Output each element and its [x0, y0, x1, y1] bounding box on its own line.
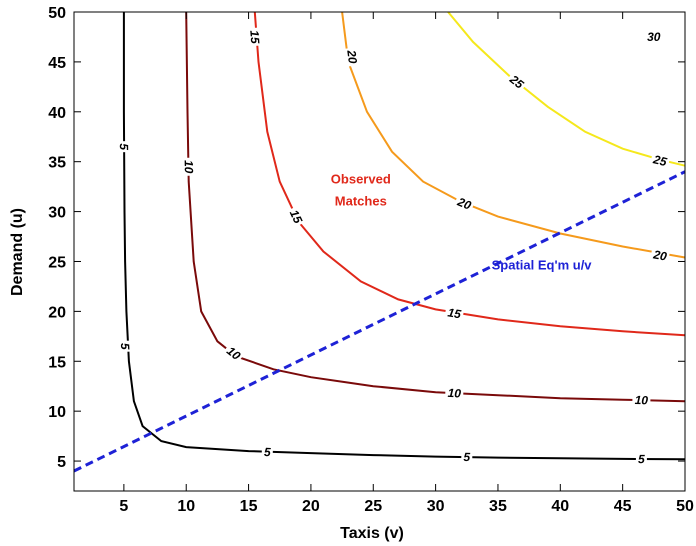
contour-label-5: 5 [463, 450, 470, 464]
annotation-text: Spatial Eq'm u/v [492, 258, 593, 273]
x-axis-label: Taxis (v) [340, 525, 404, 542]
y-tick-label: 20 [48, 304, 66, 321]
contour-label-bg [644, 29, 663, 44]
contour-label-group: 15 [444, 305, 465, 322]
x-tick-label: 5 [119, 498, 128, 515]
contour-label-bg [453, 193, 476, 214]
x-tick-label: 30 [427, 498, 445, 515]
x-tick-label: 50 [676, 498, 694, 515]
contour-label-bg [461, 450, 473, 465]
contour-label-bg [261, 444, 274, 460]
contour-label-group: 20 [453, 193, 476, 214]
contour-label-group: 10 [181, 157, 196, 176]
contour-label-15: 15 [287, 208, 305, 226]
contour-label-group: 10 [444, 385, 464, 401]
x-tick-label: 35 [489, 498, 507, 515]
contour-label-bg [116, 141, 131, 153]
contour-label-group: 5 [261, 444, 274, 460]
contour-line-15 [253, 11, 686, 337]
contour-label-20: 20 [344, 48, 360, 64]
contour-label-group: 15 [247, 27, 263, 47]
contour-label-bg [181, 157, 196, 176]
contour-label-10: 10 [447, 386, 461, 401]
x-tick-label: 45 [614, 498, 632, 515]
contour-label-15: 15 [247, 30, 262, 45]
contour-label-group: 20 [650, 247, 671, 264]
contour-label-group: 20 [344, 47, 361, 67]
y-tick-label: 45 [48, 55, 66, 72]
contour-label-20: 20 [651, 247, 668, 263]
series-lines [73, 170, 686, 473]
contour-label-group: 5 [635, 452, 647, 467]
contour-label-bg [444, 305, 465, 322]
y-tick-label: 50 [48, 5, 66, 22]
contour-label-group: 10 [632, 392, 651, 408]
y-tick-label: 5 [57, 454, 66, 471]
contour-lines [122, 11, 686, 461]
x-tick-label: 25 [364, 498, 382, 515]
contour-label-bg [649, 151, 671, 170]
contour-label-5: 5 [117, 143, 131, 150]
contour-label-bg [117, 340, 133, 353]
contour-label-bg [344, 47, 361, 67]
y-tick-label: 40 [48, 105, 66, 122]
contour-label-15: 15 [447, 305, 463, 321]
contour-label-group: 15 [285, 205, 307, 228]
contour-label-bg [222, 342, 246, 365]
contour-label-group: 25 [649, 151, 671, 170]
x-axis-ticks: 5 10 15 20 25 30 35 40 45 50 [119, 12, 694, 515]
contour-label-10: 10 [182, 160, 196, 174]
contour-label-10: 10 [635, 393, 649, 407]
x-tick-label: 10 [177, 498, 195, 515]
contour-label-30: 30 [647, 30, 661, 44]
x-tick-label: 15 [240, 498, 258, 515]
contour-label-bg [247, 27, 263, 47]
plot-background [74, 12, 685, 491]
contour-label-bg [285, 205, 307, 228]
series-line-spatial-eqm [73, 170, 686, 473]
contour-label-20: 20 [455, 194, 474, 212]
y-tick-label: 15 [48, 354, 66, 371]
annotation-text: Matches [335, 194, 387, 209]
y-axis-label: Demand (u) [9, 208, 26, 296]
y-tick-label: 35 [48, 155, 66, 172]
contour-line-5 [122, 12, 686, 461]
annotations: Observed Matches Spatial Eq'm u/v [331, 172, 593, 273]
y-axis-ticks: 5 10 15 20 25 30 35 40 45 50 [48, 5, 685, 471]
contour-label-bg [650, 247, 671, 264]
contour-label-bg [632, 392, 651, 408]
contour-label-bg [444, 385, 464, 401]
contour-label-group: 5 [117, 340, 133, 353]
y-tick-label: 25 [48, 254, 66, 271]
contour-label-group: 5 [461, 450, 473, 465]
annotation-text: Observed [331, 172, 391, 187]
contour-line-10 [185, 11, 686, 403]
contour-label-bg [635, 452, 647, 467]
contour-label-5: 5 [118, 343, 132, 351]
contour-label-25: 25 [651, 152, 669, 169]
contour-label-5: 5 [638, 452, 645, 466]
y-tick-label: 30 [48, 205, 66, 222]
contour-label-group: 30 [644, 29, 663, 44]
contour-label-group: 5 [116, 141, 131, 153]
contour-label-5: 5 [264, 445, 271, 459]
x-tick-label: 20 [302, 498, 320, 515]
plot-frame [73, 11, 686, 492]
contour-label-bg [505, 70, 529, 93]
y-tick-label: 10 [48, 404, 66, 421]
x-tick-label: 40 [551, 498, 569, 515]
contour-label-group: 10 [222, 342, 246, 365]
contour-line-20 [341, 11, 686, 259]
